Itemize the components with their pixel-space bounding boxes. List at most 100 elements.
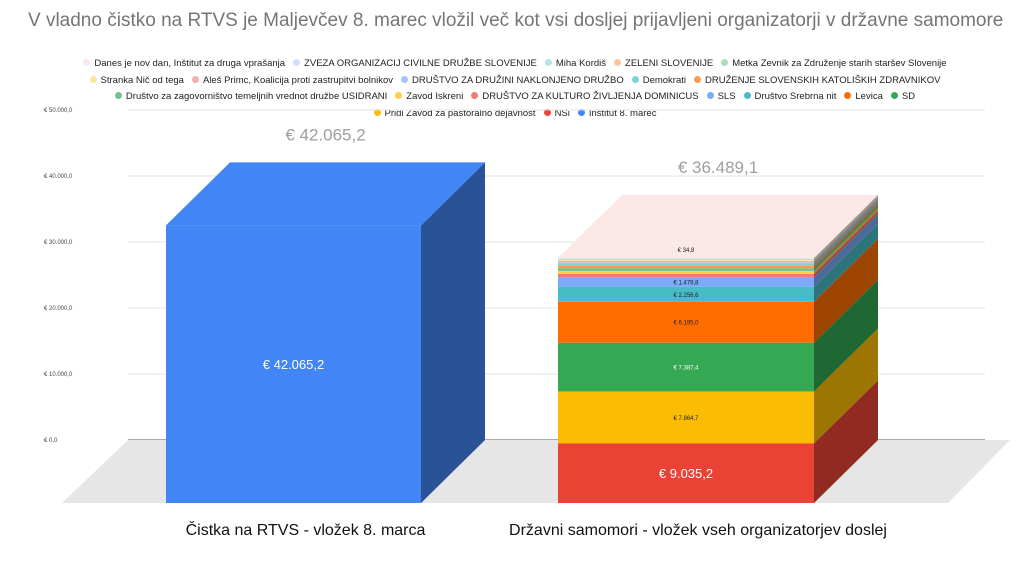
legend-label: Zavod Iskreni [406, 91, 464, 102]
legend-label: ZELENI SLOVENIJE [625, 58, 714, 69]
data-label: € 7.387,4 [673, 366, 699, 372]
legend-item: Zavod Iskreni [395, 89, 463, 106]
legend-item: Aleš Primc, Koalicija proti zastrupitvi … [191, 73, 394, 90]
legend-label: Inštitut 8. marec [588, 107, 657, 119]
legend-label: Aleš Primc, Koalicija proti zastrupitvi … [202, 74, 394, 86]
legend-swatch [114, 92, 122, 99]
legend-item: Stranka Nič od tega [89, 73, 184, 90]
legend-item: DRUŽENJE SLOVENSKIH KATOLIŠKIH ZDRAVNIKO… [694, 73, 940, 90]
legend-swatch [293, 59, 301, 66]
bar-segment-side [814, 214, 878, 287]
data-label: € 34,8 [678, 248, 695, 254]
legend-swatch [401, 75, 409, 83]
legend-item: Metka Zevnik za Združenje starih staršev… [721, 56, 947, 73]
legend-label: DRUŠTVO ZA DRUŽINI NAKLONJENO DRUŽBO [412, 74, 624, 86]
bar-segment [558, 263, 814, 266]
bar-segment [558, 301, 814, 343]
bar-segment [558, 265, 814, 269]
legend-item: NSi [543, 106, 570, 123]
bar-segment-side [814, 202, 878, 269]
legend-label: Miha Kordiš [555, 58, 607, 69]
legend-item: Demokrati [631, 73, 687, 90]
data-label: € 7.864,7 [673, 416, 699, 422]
bar-segment-side [814, 200, 878, 266]
bar-segment-side [814, 199, 878, 264]
bar-segment [558, 268, 814, 271]
category-label: Državni samomori - vložek vseh organizat… [509, 522, 887, 539]
legend-item: Društvo za zagovorništvo temeljnih vredn… [114, 89, 388, 106]
bar-segment-side [814, 205, 878, 271]
bar-segment-side [814, 194, 878, 259]
legend-swatch [191, 75, 199, 83]
data-label: € 9.035,2 [659, 466, 713, 481]
bar-segment-side [814, 195, 878, 259]
bar-segment-side [814, 279, 878, 392]
legend-label: Društvo Srebrna nit [754, 91, 837, 102]
legend-swatch [743, 92, 751, 99]
legend-item: ZVEZA ORGANIZACIJ CIVILNE DRUŽBE SLOVENI… [293, 56, 537, 73]
bar-top [558, 194, 878, 258]
bars-layer [166, 162, 878, 503]
legend-label: SD [901, 91, 916, 102]
legend-swatch [89, 75, 97, 83]
legend-label: Levica [855, 91, 883, 102]
legend-swatch [373, 108, 381, 116]
legend-label: Demokrati [642, 74, 687, 86]
legend-item: SD [890, 89, 916, 106]
bar-segment [558, 259, 814, 260]
legend-label: DRUŽENJE SLOVENSKIH KATOLIŠKIH ZDRAVNIKO… [705, 74, 941, 86]
legend-swatch [543, 108, 551, 116]
legend-swatch [694, 75, 702, 83]
bar-segment-side [814, 380, 878, 503]
bar-segment-side [814, 328, 878, 444]
bar-segment [558, 260, 814, 263]
total-label: € 42.065,2 [285, 125, 365, 144]
legend-swatch [631, 75, 639, 83]
legend: Danes je nov dan, Inštitut za druga vpra… [40, 56, 990, 122]
legend-label: ZVEZA ORGANIZACIJ CIVILNE DRUŽBE SLOVENI… [304, 58, 537, 69]
bar-segment-side [814, 196, 878, 260]
bar-segment [558, 443, 814, 503]
legend-item: Levica [844, 89, 883, 106]
bar-segment-side [814, 197, 878, 263]
y-tick-label: € 20.000,0 [44, 306, 73, 312]
bar-segment-side [814, 195, 878, 259]
data-label: € 2.256,6 [673, 293, 699, 299]
bar-segment [558, 259, 814, 261]
legend-swatch [614, 59, 622, 66]
bar-segment-side [814, 223, 878, 302]
bar-segment-side [814, 210, 878, 278]
legend-item: DRUŠTVO ZA KULTURO ŽIVLJENJA DOMINICUS [471, 89, 699, 106]
bar-segment [558, 286, 814, 302]
data-label: € 1.479,8 [673, 281, 699, 287]
y-tick-label: € 0,0 [44, 438, 58, 444]
bar-segment [558, 270, 814, 274]
legend-swatch [577, 108, 585, 116]
legend-label: SLS [717, 91, 736, 102]
legend-label: Društvo za zagovorništvo temeljnih vredn… [125, 91, 388, 102]
legend-label: Stranka Nič od tega [100, 74, 184, 86]
bar-segment [558, 262, 814, 264]
legend-item: Inštitut 8. marec [577, 106, 657, 123]
legend-item: ZELENI SLOVENIJE [614, 56, 713, 73]
legend-swatch [471, 92, 479, 99]
data-label: € 6.195,0 [673, 321, 699, 327]
bar-segment [166, 225, 421, 503]
legend-swatch [721, 59, 729, 66]
y-tick-label: € 30.000,0 [44, 240, 73, 246]
total-label: € 36.489,1 [678, 158, 758, 177]
legend-item: Miha Kordiš [544, 56, 607, 73]
legend-swatch [395, 92, 403, 99]
bar-segment-side [421, 162, 485, 503]
legend-swatch [844, 92, 852, 99]
labels-layer: € 42.065,2 Čistka na RTVS - vložek 8. mar… [186, 125, 887, 539]
bar-segment-side [814, 196, 878, 261]
legend-item: SLS [706, 89, 736, 106]
bar-segment [558, 342, 814, 392]
bar-segment-side [814, 238, 878, 343]
y-tick-label: € 10.000,0 [44, 372, 73, 378]
legend-swatch [890, 92, 898, 99]
legend-label: Metka Zevnik za Združenje starih staršev… [732, 58, 947, 69]
bar-segment-side [814, 207, 878, 274]
